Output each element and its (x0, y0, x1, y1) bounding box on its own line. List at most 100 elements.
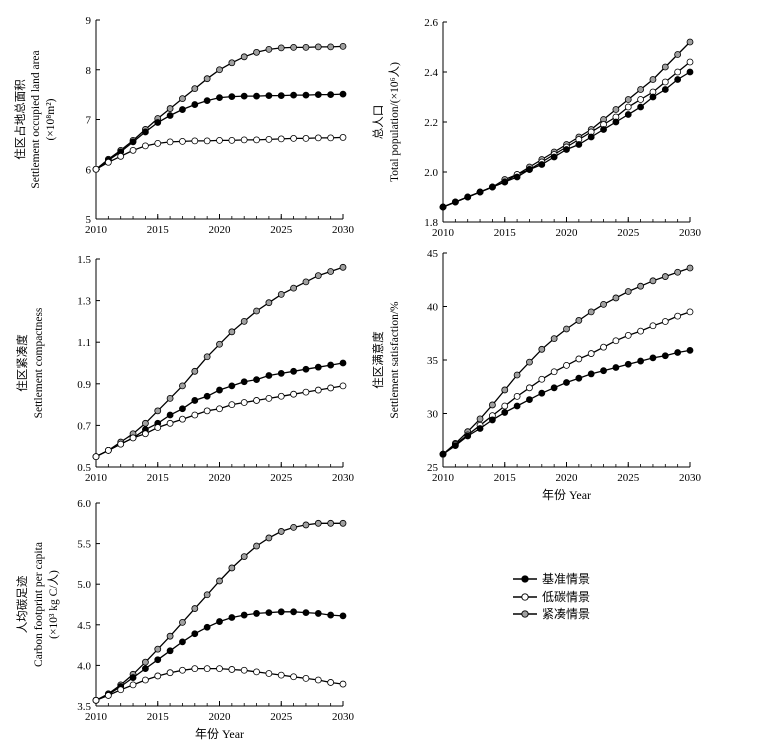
data-point-compact (216, 66, 223, 74)
data-point-low-carbon (203, 407, 211, 415)
data-point-compact (277, 44, 285, 52)
data-point-compact (302, 43, 310, 51)
data-point-low-carbon (166, 138, 174, 146)
data-point-compact (166, 394, 174, 402)
data-point-baseline (129, 674, 137, 681)
data-point-low-carbon (240, 666, 248, 674)
data-point-compact (179, 618, 186, 626)
data-point-low-carbon (290, 135, 298, 142)
y-tick-label: 0.5 (77, 462, 91, 474)
data-point-low-carbon (339, 680, 347, 688)
data-point-compact (290, 523, 298, 531)
data-point-compact (203, 353, 211, 361)
data-point-low-carbon (314, 676, 322, 684)
data-point-compact (476, 415, 484, 423)
data-point-baseline (228, 382, 236, 390)
y-axis-label: (×10³ kg C/人) (47, 570, 60, 639)
data-point-baseline (476, 425, 484, 432)
data-point-compact (216, 577, 223, 585)
data-point-low-carbon (637, 96, 644, 103)
data-point-compact (674, 268, 682, 276)
data-point-baseline (686, 346, 694, 354)
data-point-low-carbon (513, 392, 521, 400)
data-point-compact (674, 51, 682, 58)
data-point-low-carbon (661, 318, 669, 325)
data-point-baseline (674, 76, 682, 83)
panel-carbon-footprint: 3.5 4.0 4.5 5.0 5.5 6.0 2010 2015 2020 2025 2030 人均… (15, 498, 355, 741)
data-point-baseline (216, 386, 223, 394)
y-tick-label: 4.0 (77, 660, 91, 672)
data-point-compact (538, 345, 546, 353)
x-tick-label: 2030 (332, 711, 355, 723)
x-tick-label: 2020 (209, 224, 232, 236)
data-point-compact (550, 335, 558, 343)
data-point-baseline (661, 352, 669, 360)
data-point-baseline (179, 106, 186, 113)
y-axis-label: 人均碳足迹 (15, 575, 29, 633)
data-point-compact (686, 264, 694, 272)
data-point-compact (637, 86, 644, 93)
data-point-baseline (154, 656, 162, 664)
y-tick-label: 3.5 (77, 701, 91, 713)
data-point-compact (166, 632, 174, 640)
data-point-compact (624, 96, 632, 103)
data-point-compact (277, 528, 285, 535)
data-point-compact (488, 401, 496, 409)
data-point-compact (314, 519, 322, 527)
data-point-low-carbon (686, 308, 694, 316)
x-tick-label: 2015 (494, 472, 517, 484)
data-point-compact (166, 105, 174, 112)
legend-label-baseline: 基准情景 (542, 572, 590, 586)
data-point-compact (141, 658, 149, 666)
data-point-baseline (265, 372, 273, 379)
data-point-low-carbon (277, 671, 285, 679)
data-point-low-carbon (501, 402, 509, 410)
data-point-low-carbon (302, 135, 310, 142)
data-point-low-carbon (290, 390, 298, 398)
data-point-compact (277, 290, 285, 298)
data-point-low-carbon (327, 134, 335, 142)
data-point-compact (302, 278, 310, 286)
data-point-baseline (141, 665, 149, 673)
data-point-baseline (587, 133, 595, 141)
data-point-compact (661, 63, 669, 71)
data-point-low-carbon (154, 424, 162, 431)
data-point-baseline (439, 450, 447, 458)
data-point-baseline (451, 442, 459, 450)
y-axis-label: 住区满意度 (371, 331, 385, 389)
data-point-baseline (538, 161, 546, 168)
data-point-compact (314, 272, 322, 280)
data-point-baseline (240, 92, 248, 100)
data-point-baseline (550, 153, 558, 161)
data-point-compact (649, 76, 657, 83)
data-point-baseline (166, 411, 174, 419)
data-point-baseline (600, 126, 607, 133)
x-tick-label: 2025 (270, 711, 293, 723)
legend-item-baseline: 基准情景 (513, 572, 590, 586)
data-point-baseline (203, 623, 211, 631)
data-point-low-carbon (129, 681, 137, 689)
x-tick-label: 2025 (617, 472, 640, 484)
data-point-low-carbon (216, 665, 223, 673)
data-point-baseline (538, 389, 546, 397)
panel-total-population: 1.8 2.0 2.2 2.4 2.6 2010 2015 2020 2025 2030 总人口 To… (371, 17, 702, 239)
data-point-low-carbon (661, 78, 669, 86)
data-point-baseline (624, 360, 632, 368)
y-tick-label: 2.6 (424, 17, 438, 29)
data-point-baseline (179, 638, 186, 646)
data-point-compact (612, 294, 620, 302)
data-point-baseline (314, 363, 322, 371)
data-point-low-carbon (612, 337, 620, 345)
panel-land-area: 5 6 7 8 9 2010 2015 2020 2025 2030 住区占地总面积 Settleme… (13, 15, 355, 236)
data-point-low-carbon (600, 343, 607, 351)
y-tick-label: 2.2 (424, 117, 438, 129)
data-point-low-carbon (154, 139, 162, 147)
data-point-low-carbon (191, 411, 199, 419)
data-point-baseline (203, 97, 211, 104)
data-point-low-carbon (253, 668, 260, 676)
data-point-baseline (290, 608, 298, 616)
data-point-low-carbon (253, 136, 260, 144)
data-point-baseline (649, 354, 657, 362)
data-point-baseline (563, 379, 570, 386)
data-point-low-carbon (314, 386, 322, 394)
